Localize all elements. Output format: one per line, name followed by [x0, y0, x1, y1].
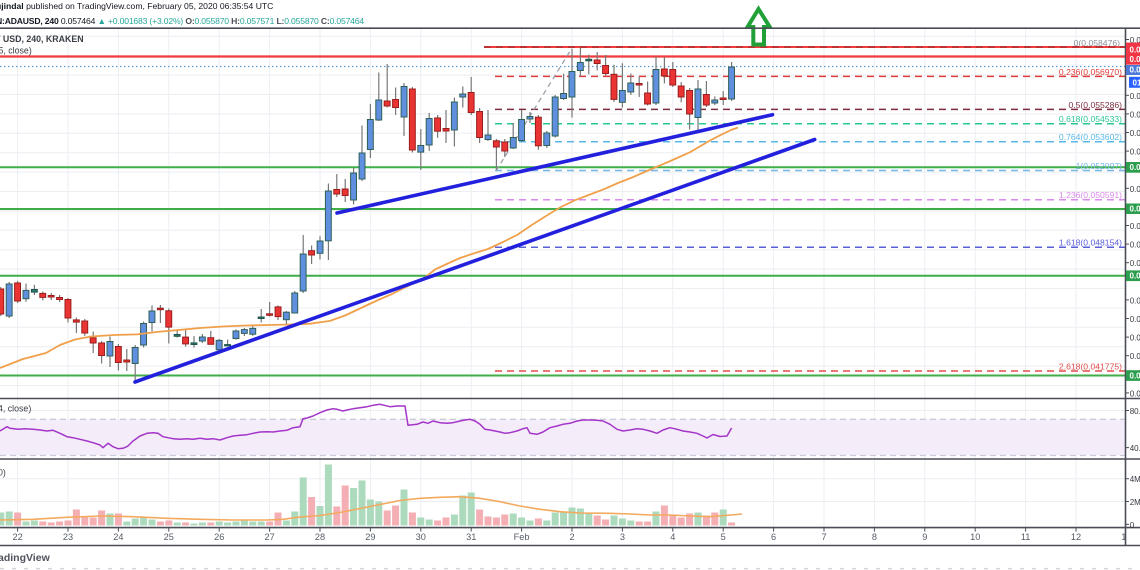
svg-text:8: 8 [872, 532, 877, 542]
svg-text:0.0: 0.0 [1130, 92, 1140, 101]
svg-text:1(0.052097): 1(0.052097) [1076, 161, 1122, 171]
svg-text:6: 6 [771, 532, 776, 542]
svg-text:31: 31 [466, 532, 476, 542]
svg-text:0.0: 0.0 [1130, 371, 1140, 380]
svg-text:0.0: 0.0 [1130, 272, 1140, 281]
svg-text:12: 12 [1071, 532, 1081, 542]
svg-text:0.0: 0.0 [1130, 185, 1140, 194]
svg-text:0.0: 0.0 [1130, 296, 1140, 305]
svg-text:0: 0 [1130, 521, 1135, 530]
svg-text:0.0: 0.0 [1130, 148, 1140, 157]
svg-text:28: 28 [315, 532, 325, 542]
svg-text:9: 9 [922, 532, 927, 542]
svg-text:0.0: 0.0 [1130, 222, 1140, 231]
svg-text:0.0: 0.0 [1130, 66, 1140, 75]
svg-text:ujindal published on TradingVi: ujindal published on TradingView.com, Fe… [0, 1, 273, 11]
svg-text:2M: 2M [1130, 498, 1140, 507]
svg-text:Feb: Feb [514, 532, 530, 542]
svg-text:25: 25 [164, 532, 174, 542]
svg-text:/ USD, 240, KRAKEN: / USD, 240, KRAKEN [0, 34, 84, 44]
svg-text:29: 29 [365, 532, 375, 542]
svg-text:80.: 80. [1130, 407, 1140, 416]
svg-text:22: 22 [12, 532, 22, 542]
svg-text:0.618(0.054533): 0.618(0.054533) [1059, 114, 1122, 124]
svg-text:7: 7 [821, 532, 826, 542]
svg-text:4, close): 4, close) [0, 404, 31, 414]
svg-text:0.0: 0.0 [1130, 241, 1140, 250]
svg-text:40.: 40. [1130, 444, 1140, 453]
svg-text:adingView: adingView [0, 552, 51, 564]
svg-text:0): 0) [0, 468, 6, 478]
svg-text:1.236(0.050591): 1.236(0.050591) [1059, 190, 1122, 200]
svg-text:0.0: 0.0 [1130, 110, 1140, 119]
svg-text:23: 23 [63, 532, 73, 542]
svg-text:0.0: 0.0 [1130, 352, 1140, 361]
svg-text:27: 27 [264, 532, 274, 542]
svg-text:0.764(0.053602): 0.764(0.053602) [1059, 132, 1122, 142]
svg-text:0(0.058476): 0(0.058476) [1074, 38, 1120, 48]
svg-text:01: 01 [1133, 79, 1140, 88]
svg-text:2.618(0.041775): 2.618(0.041775) [1059, 361, 1122, 371]
svg-text:11: 11 [1021, 532, 1031, 542]
svg-text:0.0: 0.0 [1130, 205, 1140, 214]
svg-text:5, close): 5, close) [0, 46, 32, 56]
svg-text:5: 5 [721, 532, 726, 542]
svg-text:13: 13 [1121, 532, 1131, 542]
svg-text:10: 10 [970, 532, 980, 542]
svg-text:0.0: 0.0 [1130, 259, 1140, 268]
svg-text:3: 3 [620, 532, 625, 542]
svg-text:0.236(0.056970): 0.236(0.056970) [1059, 67, 1122, 77]
svg-text:0.0: 0.0 [1130, 315, 1140, 324]
svg-text:0.5(0.055286): 0.5(0.055286) [1068, 100, 1122, 110]
svg-text:24: 24 [113, 532, 123, 542]
svg-text:4M: 4M [1130, 475, 1140, 484]
svg-text:0.0: 0.0 [1130, 334, 1140, 343]
svg-text:0.0: 0.0 [1130, 163, 1140, 172]
svg-text:0.0: 0.0 [1130, 55, 1140, 64]
svg-text:2: 2 [569, 532, 574, 542]
svg-text:0.0: 0.0 [1130, 46, 1140, 55]
svg-text:0.0: 0.0 [1130, 129, 1140, 138]
svg-text:N:ADAUSD, 240 0.057464 ▲ +0.0: N:ADAUSD, 240 0.057464 ▲ +0.001683 (+3.0… [0, 16, 364, 26]
svg-text:26: 26 [214, 532, 224, 542]
svg-text:0.0: 0.0 [1130, 36, 1140, 45]
svg-text:1.618(0.048154): 1.618(0.048154) [1059, 238, 1122, 248]
svg-text:30: 30 [416, 532, 426, 542]
svg-text:4: 4 [670, 532, 675, 542]
svg-text:0.0: 0.0 [1130, 389, 1140, 398]
